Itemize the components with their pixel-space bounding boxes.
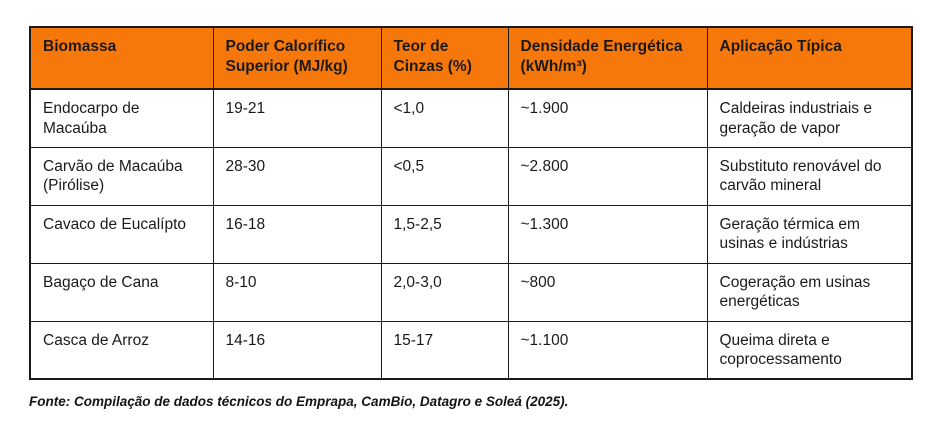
cell-densidade-energetica: ~1.900 xyxy=(507,88,708,148)
cell-densidade-energetica: ~1.100 xyxy=(507,320,708,380)
cell-biomassa: Cavaco de Eucalípto xyxy=(29,204,214,264)
table-header-row: Biomassa Poder Calorífico Superior (MJ/k… xyxy=(29,26,913,90)
column-header-biomassa: Biomassa xyxy=(29,26,214,90)
table-row-carvao: Carvão de Macaúba (Pirólise) 28-30 <0,5 … xyxy=(29,146,913,206)
column-header-teor-cinzas: Teor de Cinzas (%) xyxy=(380,26,509,90)
cell-densidade-energetica: ~800 xyxy=(507,262,708,322)
table-row-bagaco: Bagaço de Cana 8-10 2,0-3,0 ~800 Cogeraç… xyxy=(29,262,913,322)
cell-densidade-energetica: ~1.300 xyxy=(507,204,708,264)
table-row-endocarpo: Endocarpo de Macaúba 19-21 <1,0 ~1.900 C… xyxy=(29,88,913,148)
table-row-cavaco: Cavaco de Eucalípto 16-18 1,5-2,5 ~1.300… xyxy=(29,204,913,264)
cell-aplicacao-tipica: Geração térmica em usinas e indústrias xyxy=(706,204,913,264)
cell-poder-calorifico: 19-21 xyxy=(212,88,382,148)
cell-teor-cinzas: <1,0 xyxy=(380,88,509,148)
cell-poder-calorifico: 16-18 xyxy=(212,204,382,264)
cell-poder-calorifico: 8-10 xyxy=(212,262,382,322)
cell-biomassa: Endocarpo de Macaúba xyxy=(29,88,214,148)
cell-biomassa: Carvão de Macaúba (Pirólise) xyxy=(29,146,214,206)
cell-densidade-energetica: ~2.800 xyxy=(507,146,708,206)
column-header-poder-calorifico: Poder Calorífico Superior (MJ/kg) xyxy=(212,26,382,90)
column-header-aplicacao-tipica: Aplicação Típica xyxy=(706,26,913,90)
cell-aplicacao-tipica: Caldeiras industriais e geração de vapor xyxy=(706,88,913,148)
cell-poder-calorifico: 28-30 xyxy=(212,146,382,206)
biomass-table: Biomassa Poder Calorífico Superior (MJ/k… xyxy=(29,26,913,380)
cell-poder-calorifico: 14-16 xyxy=(212,320,382,380)
cell-teor-cinzas: <0,5 xyxy=(380,146,509,206)
cell-aplicacao-tipica: Cogeração em usinas energéticas xyxy=(706,262,913,322)
cell-teor-cinzas: 2,0-3,0 xyxy=(380,262,509,322)
cell-biomassa: Bagaço de Cana xyxy=(29,262,214,322)
cell-teor-cinzas: 1,5-2,5 xyxy=(380,204,509,264)
table-row-casca: Casca de Arroz 14-16 15-17 ~1.100 Queima… xyxy=(29,320,913,380)
source-note: Fonte: Compilação de dados técnicos do E… xyxy=(29,394,569,409)
cell-aplicacao-tipica: Queima direta e coprocessamento xyxy=(706,320,913,380)
cell-aplicacao-tipica: Substituto renovável do carvão mineral xyxy=(706,146,913,206)
column-header-densidade-energetica: Densidade Energética (kWh/m³) xyxy=(507,26,708,90)
cell-biomassa: Casca de Arroz xyxy=(29,320,214,380)
cell-teor-cinzas: 15-17 xyxy=(380,320,509,380)
